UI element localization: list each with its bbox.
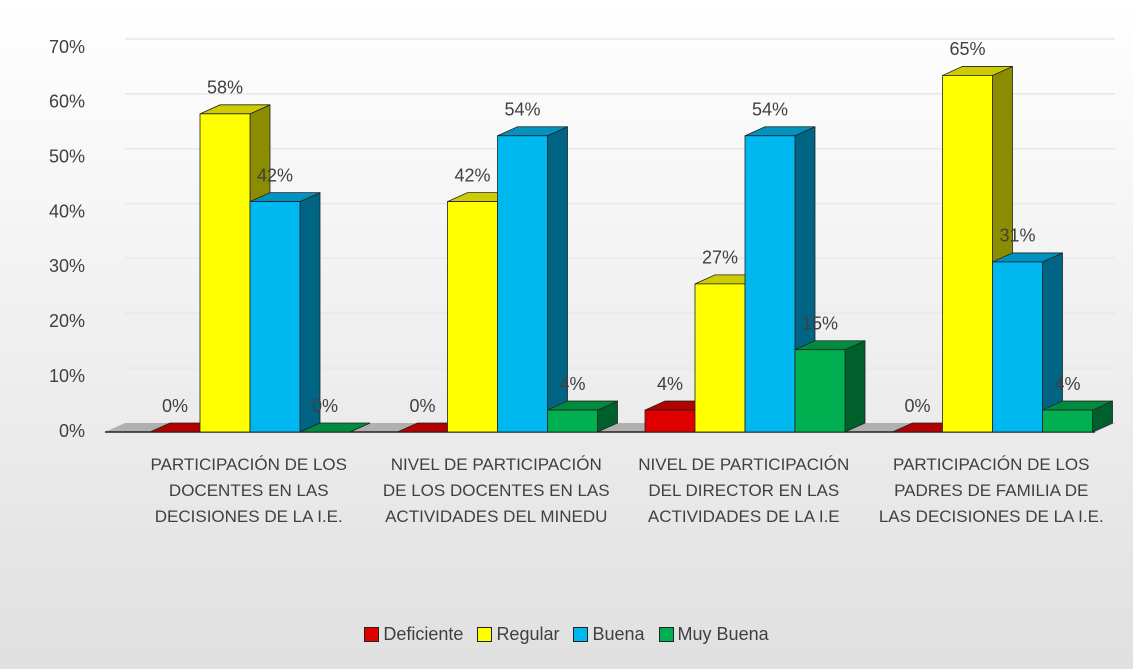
- bar: [1042, 409, 1093, 433]
- legend-item: Buena: [573, 624, 645, 645]
- x-tick-label: NIVEL DE PARTICIPACIÓN DEL DIRECTOR EN L…: [638, 455, 850, 526]
- legend-swatch: [364, 627, 380, 642]
- bar: [744, 135, 796, 433]
- bar: [199, 113, 251, 433]
- legend: Deficiente Regular Buena Muy Buena: [0, 624, 1133, 645]
- bar-top: [299, 422, 371, 433]
- value-label: 65%: [949, 39, 985, 59]
- legend-item: Deficiente: [364, 624, 463, 645]
- legend-item: Regular: [477, 624, 559, 645]
- bar: [694, 283, 746, 433]
- value-label: 0%: [162, 396, 188, 416]
- value-label: 54%: [504, 100, 540, 120]
- legend-swatch: [573, 627, 589, 642]
- x-tick-label: NIVEL DE PARTICIPACIÓN DE LOS DOCENTES E…: [382, 455, 610, 526]
- value-label: 42%: [257, 165, 293, 185]
- value-label: 4%: [657, 374, 683, 394]
- value-label: 4%: [1054, 374, 1080, 394]
- value-label: 42%: [454, 165, 490, 185]
- bar: [249, 201, 301, 433]
- value-label: 0%: [904, 396, 930, 416]
- bar: [447, 201, 498, 433]
- legend-swatch: [477, 627, 493, 642]
- y-tick-label: 20%: [49, 311, 85, 331]
- bar-side: [844, 340, 866, 433]
- bar: [942, 75, 993, 433]
- value-label: 31%: [999, 226, 1035, 246]
- legend-label: Muy Buena: [677, 624, 769, 644]
- bar: [794, 349, 846, 433]
- y-tick-label: 10%: [49, 366, 85, 386]
- x-tick-label: PARTICIPACIÓN DE LOS DOCENTES EN LAS DEC…: [150, 455, 348, 526]
- x-tick-label: PARTICIPACIÓN DE LOS PADRES DE FAMILIA D…: [878, 455, 1104, 526]
- bar: [644, 409, 696, 433]
- legend-label: Buena: [592, 624, 645, 644]
- value-label: 0%: [409, 396, 435, 416]
- value-label: 27%: [702, 248, 738, 268]
- legend-label: Deficiente: [383, 624, 464, 644]
- y-tick-label: 50%: [49, 146, 85, 166]
- value-label: 15%: [802, 313, 838, 333]
- bar: [992, 261, 1043, 433]
- legend-item: Muy Buena: [658, 624, 769, 645]
- value-label: 58%: [207, 78, 243, 98]
- y-tick-label: 0%: [59, 421, 85, 441]
- y-tick-label: 70%: [49, 37, 85, 57]
- bar: [547, 409, 598, 433]
- y-tick-label: 60%: [49, 92, 85, 112]
- y-tick-label: 40%: [49, 201, 85, 221]
- legend-swatch: [658, 627, 674, 642]
- bar: [497, 135, 548, 433]
- value-label: 4%: [559, 374, 585, 394]
- legend-label: Regular: [496, 624, 560, 644]
- value-label: 54%: [752, 100, 788, 120]
- value-label: 0%: [312, 396, 338, 416]
- y-tick-label: 30%: [49, 256, 85, 276]
